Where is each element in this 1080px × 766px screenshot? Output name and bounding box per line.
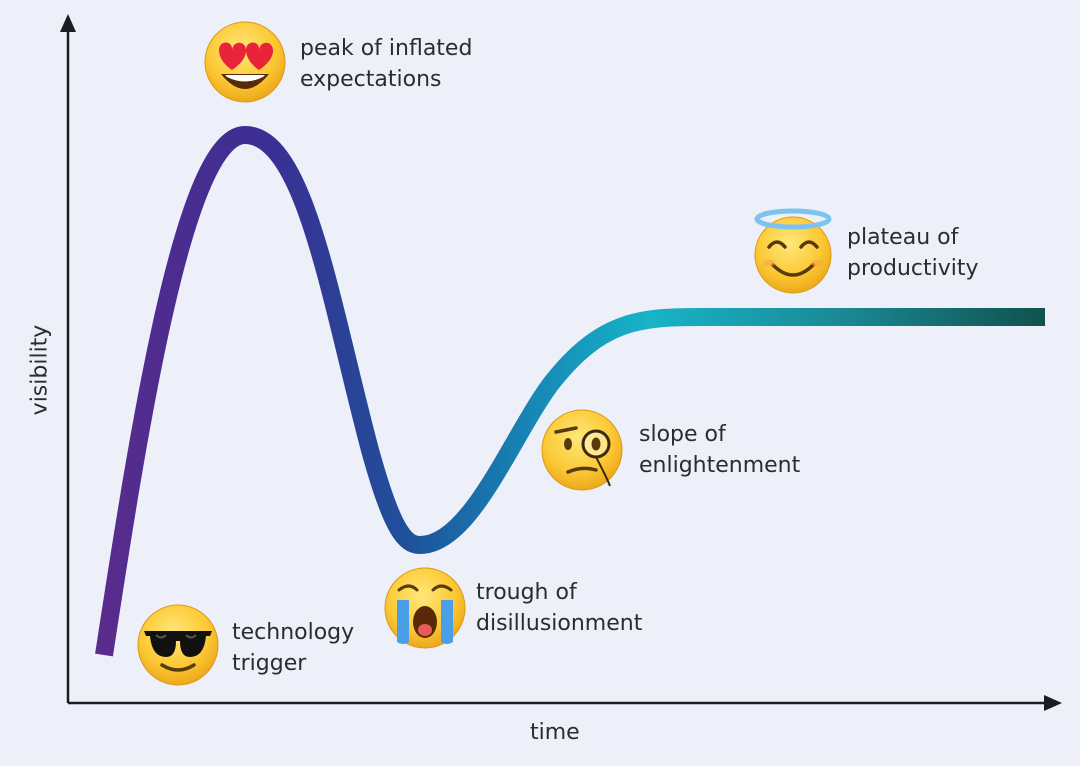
label-plateau: plateau of productivity — [847, 222, 979, 284]
label-plateau-line1: plateau of — [847, 225, 959, 250]
y-axis-arrow-icon — [60, 14, 76, 32]
halo-face-icon — [754, 208, 832, 294]
label-slope: slope of enlightenment — [639, 419, 800, 481]
x-axis-arrow-icon — [1044, 695, 1062, 711]
hype-curve — [95, 126, 1045, 657]
label-peak-line2: expectations — [300, 67, 442, 92]
x-axis-label: time — [530, 720, 580, 745]
y-axis-label: visibility — [27, 324, 53, 416]
label-slope-line1: slope of — [639, 422, 726, 447]
label-slope-line2: enlightenment — [639, 453, 801, 478]
crying-face-icon — [384, 567, 466, 649]
label-peak-line1: peak of inflated — [300, 36, 473, 61]
heart-eyes-face-icon — [204, 21, 286, 103]
label-trough-line2: disillusionment — [476, 611, 643, 636]
label-plateau-line2: productivity — [847, 256, 979, 281]
label-technology-trigger: technology trigger — [232, 617, 354, 679]
label-trough-line1: trough of — [476, 580, 577, 605]
label-technology-trigger-line2: trigger — [232, 651, 307, 676]
label-peak: peak of inflated expectations — [300, 33, 472, 95]
sunglasses-face-icon — [137, 604, 219, 686]
label-technology-trigger-line1: technology — [232, 620, 355, 645]
axes — [60, 14, 1062, 711]
monocle-face-icon — [541, 409, 623, 491]
label-trough: trough of disillusionment — [476, 577, 642, 639]
